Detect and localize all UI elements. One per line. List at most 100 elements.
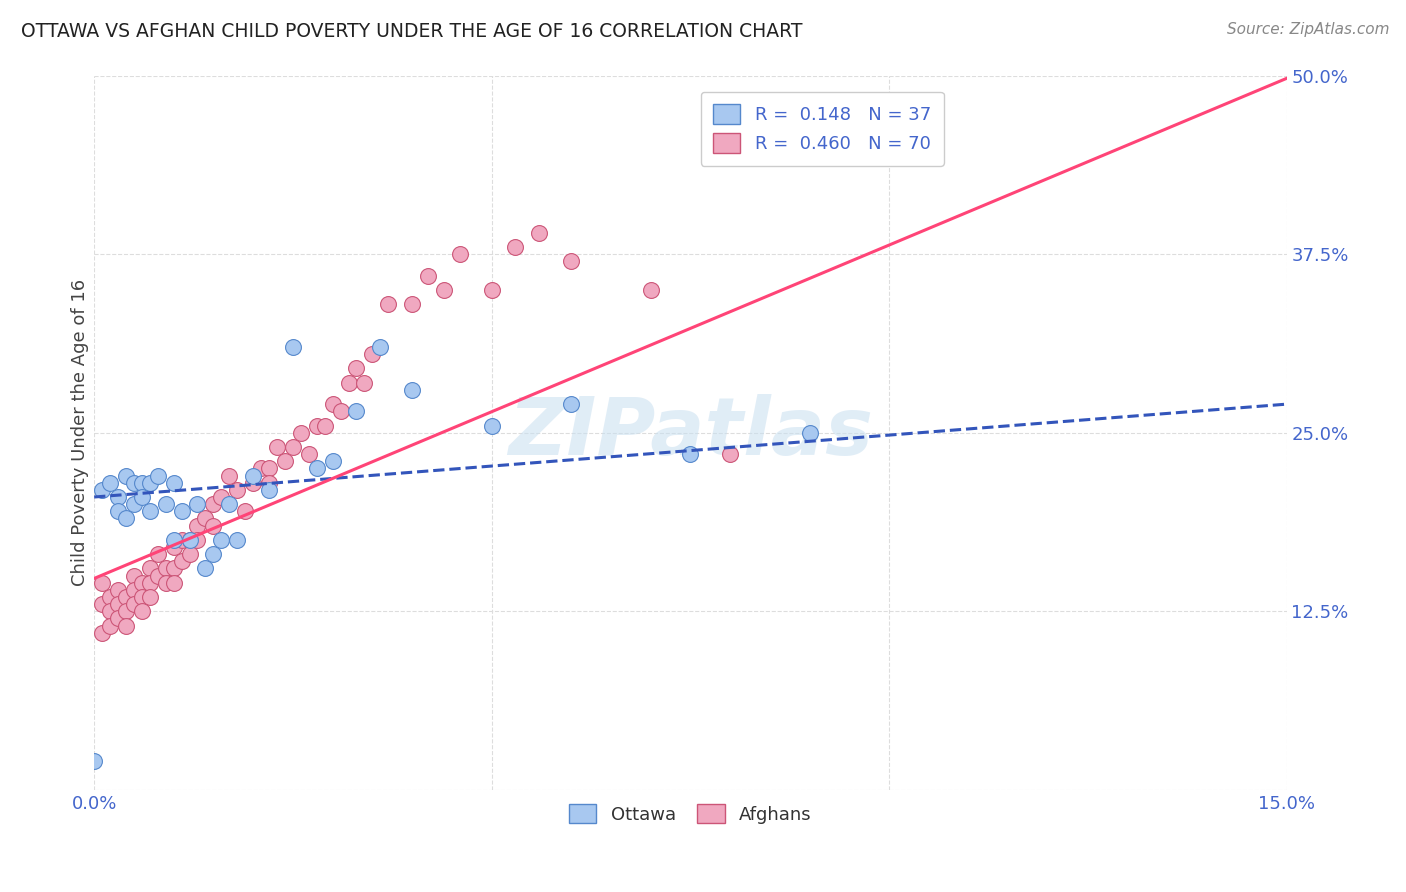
Point [107,582,129,597]
Point [257,475,280,490]
Text: ZIPatlas: ZIPatlas [508,393,873,472]
Point [98,590,121,604]
Point [242,475,264,490]
Point [122,597,145,611]
Point [131,604,153,618]
Point [155,497,177,511]
Point [314,418,336,433]
Point [83,755,105,769]
Point [122,475,145,490]
Point [202,547,225,561]
Point [361,347,384,361]
Point [162,561,184,575]
Text: OTTAWA VS AFGHAN CHILD POVERTY UNDER THE AGE OF 16 CORRELATION CHART: OTTAWA VS AFGHAN CHILD POVERTY UNDER THE… [21,22,803,41]
Point [107,490,129,504]
Point [194,561,217,575]
Point [162,575,184,590]
Point [322,397,344,411]
Point [401,297,423,311]
Point [170,554,193,568]
Point [186,497,208,511]
Point [131,575,153,590]
Point [98,475,121,490]
Point [481,283,503,297]
Point [186,518,208,533]
Point [202,497,225,511]
Point [179,533,201,547]
Point [449,247,471,261]
Point [162,540,184,554]
Point [233,504,256,518]
Point [131,475,153,490]
Point [305,418,328,433]
Point [139,561,162,575]
Point [281,440,304,454]
Point [155,561,177,575]
Point [329,404,352,418]
Point [560,254,582,268]
Point [91,575,114,590]
Point [139,504,162,518]
Point [322,454,344,468]
Point [274,454,297,468]
Point [505,240,527,254]
Point [115,618,138,632]
Point [139,590,162,604]
Point [305,461,328,475]
Point [799,97,821,112]
Point [91,483,114,497]
Point [115,511,138,525]
Point [368,340,391,354]
Point [337,376,360,390]
Point [179,533,201,547]
Point [122,497,145,511]
Point [115,590,138,604]
Point [218,468,240,483]
Point [226,533,249,547]
Point [416,268,439,283]
Point [146,468,169,483]
Point [298,447,321,461]
Point [91,597,114,611]
Point [401,383,423,397]
Text: Source: ZipAtlas.com: Source: ZipAtlas.com [1226,22,1389,37]
Point [162,533,184,547]
Point [139,475,162,490]
Point [209,533,232,547]
Point [640,283,662,297]
Point [107,597,129,611]
Point [179,547,201,561]
Point [170,504,193,518]
Point [226,483,249,497]
Point [107,504,129,518]
Point [146,568,169,582]
Point [281,340,304,354]
Point [186,533,208,547]
Point [290,425,312,440]
Point [131,490,153,504]
Point [139,575,162,590]
Point [529,226,551,240]
Point [107,611,129,625]
Point [353,376,375,390]
Point [98,604,121,618]
Point [218,497,240,511]
Point [250,461,273,475]
Point [377,297,399,311]
Point [481,418,503,433]
Point [115,604,138,618]
Legend: Ottawa, Afghans: Ottawa, Afghans [558,793,823,835]
Point [146,547,169,561]
Point [98,618,121,632]
Point [560,397,582,411]
Point [257,483,280,497]
Point [433,283,456,297]
Point [266,440,288,454]
Point [170,533,193,547]
Point [718,447,741,461]
Point [257,461,280,475]
Point [115,468,138,483]
Point [202,518,225,533]
Point [346,404,368,418]
Point [799,425,821,440]
